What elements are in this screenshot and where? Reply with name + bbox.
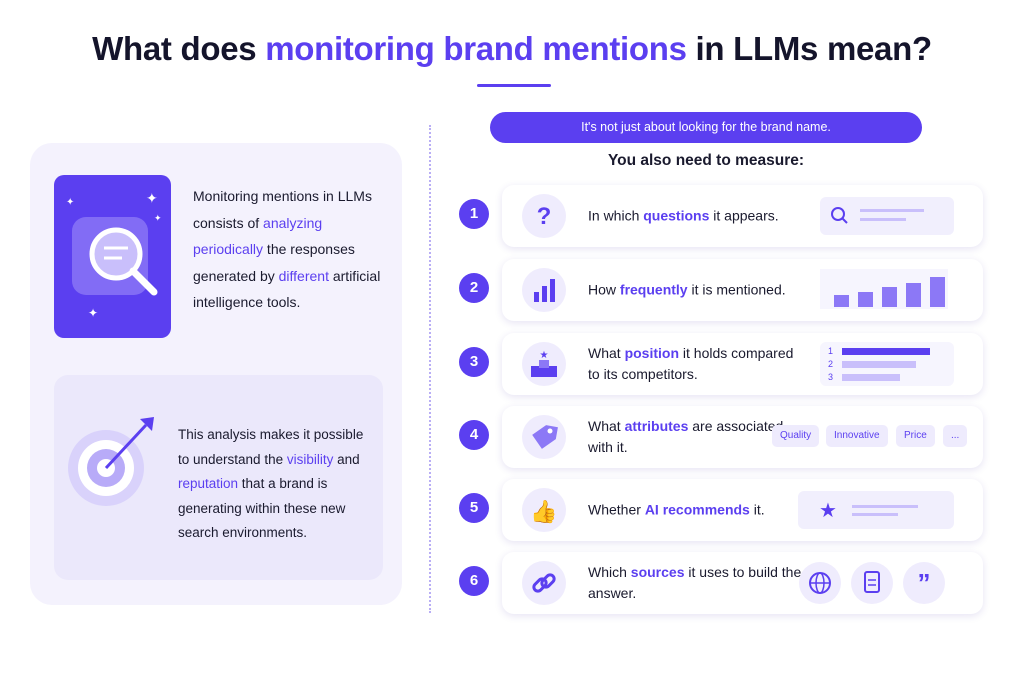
svg-text:★: ★ xyxy=(540,350,549,361)
svg-text:✦: ✦ xyxy=(154,213,162,223)
target-icon xyxy=(68,417,154,506)
item-icon: ? xyxy=(522,194,566,238)
item-card: 👍 Whether AI recommends it. ★ xyxy=(502,479,983,541)
text-segment: Whether xyxy=(588,501,645,518)
item-text: What position it holds compared to its c… xyxy=(588,343,803,385)
highlight: AI recommends xyxy=(644,501,750,518)
item-card: Which sources it uses to build the answe… xyxy=(502,552,983,614)
item-text: How frequently it is mentioned. xyxy=(588,280,803,301)
star-visual: ★ xyxy=(798,491,954,529)
svg-text:👍: 👍 xyxy=(530,499,557,524)
svg-text:★: ★ xyxy=(819,500,837,522)
text-segment: it uses to build the answer. xyxy=(588,564,802,601)
attribute-tag: Innovative xyxy=(826,425,888,447)
ranking-visual: 1 2 3 xyxy=(820,342,954,386)
highlight: visibility xyxy=(286,451,334,467)
step-number: 6 xyxy=(459,566,489,596)
rank-label: 1 xyxy=(828,346,834,356)
step-number: 5 xyxy=(459,493,489,523)
text-segment: artificial intelligence tools. xyxy=(193,267,381,311)
text-segment: are associated with it. xyxy=(588,418,784,455)
text-segment: This analysis makes it possible to under… xyxy=(178,427,364,467)
text-segment: it is mentioned. xyxy=(687,281,786,298)
text-segment: Monitoring mentions in LLMs consists of xyxy=(193,188,372,231)
search-illustration: ✦ ✦ ✦ ✦ xyxy=(54,175,171,338)
item-text: What attributes are associated with it. xyxy=(588,416,803,458)
text-segment: and xyxy=(333,451,360,467)
step-number: 3 xyxy=(459,347,489,377)
highlight: reputation xyxy=(178,476,239,491)
text-segment: the responses generated by xyxy=(193,241,355,284)
attribute-tag: Quality xyxy=(772,425,820,447)
attribute-tag: Price xyxy=(896,425,935,447)
item-card: ? In which questions it appears. xyxy=(502,185,983,247)
highlight: questions xyxy=(643,207,710,224)
item-card: How frequently it is mentioned. xyxy=(502,259,983,321)
banner: It's not just about looking for the bran… xyxy=(490,112,922,143)
item-icon: ★ xyxy=(522,342,566,386)
step-number: 4 xyxy=(459,420,489,450)
svg-text:✦: ✦ xyxy=(66,197,74,208)
subtitle: You also need to measure: xyxy=(607,152,805,169)
item-card: What attributes are associated with it. Q… xyxy=(502,406,983,468)
rank-label: 3 xyxy=(828,372,834,382)
highlight: frequently xyxy=(619,281,688,298)
text-segment: it. xyxy=(749,501,765,518)
svg-text:?: ? xyxy=(537,203,552,230)
rank-bar xyxy=(842,374,900,381)
title: What does monitoring brand mentions in L… xyxy=(0,30,1024,68)
highlight: analyzing periodically xyxy=(193,214,323,258)
intro-text: Monitoring mentions in LLMs consists of … xyxy=(193,183,388,316)
item-icon: 👍 xyxy=(522,488,566,532)
text-segment: that a brand is generating within these … xyxy=(178,476,346,540)
bars-visual xyxy=(820,269,950,316)
search-visual xyxy=(820,197,954,235)
item-text: Whether AI recommends it. xyxy=(588,500,803,521)
step-number: 2 xyxy=(459,273,489,303)
attribute-tag: ... xyxy=(943,425,968,447)
item-icon xyxy=(522,415,566,459)
text-segment: What does xyxy=(92,30,266,67)
item-text: Which sources it uses to build the answe… xyxy=(588,562,803,604)
text-segment: What xyxy=(588,345,625,361)
highlight: position xyxy=(624,345,680,361)
text-segment: it holds compared to its competitors. xyxy=(588,345,794,382)
sources-visual: ” xyxy=(798,560,958,611)
svg-text:✦: ✦ xyxy=(146,190,158,206)
rank-label: 2 xyxy=(828,359,834,369)
divider xyxy=(429,125,431,613)
highlight: sources xyxy=(630,564,685,580)
text-segment: What xyxy=(588,418,625,434)
highlight: monitoring brand mentions xyxy=(265,30,687,67)
title-underline xyxy=(477,84,551,87)
analysis-text: This analysis makes it possible to under… xyxy=(178,423,378,546)
text-segment: Which xyxy=(588,564,631,580)
item-icon xyxy=(522,561,566,605)
item-text: In which questions it appears. xyxy=(588,206,803,227)
step-number: 1 xyxy=(459,199,489,229)
highlight: attributes xyxy=(624,418,689,434)
highlight: different xyxy=(278,267,329,284)
text-segment: it appears. xyxy=(709,207,779,224)
svg-text:”: ” xyxy=(918,568,931,598)
item-icon xyxy=(522,268,566,312)
text-segment: in LLMs mean? xyxy=(686,30,933,67)
rank-bar xyxy=(842,348,930,355)
svg-text:✦: ✦ xyxy=(88,306,98,320)
rank-bar xyxy=(842,361,916,368)
item-card: ★ What position it holds compared to its … xyxy=(502,333,983,395)
text-segment: How xyxy=(588,281,620,298)
text-segment: In which xyxy=(588,207,644,224)
